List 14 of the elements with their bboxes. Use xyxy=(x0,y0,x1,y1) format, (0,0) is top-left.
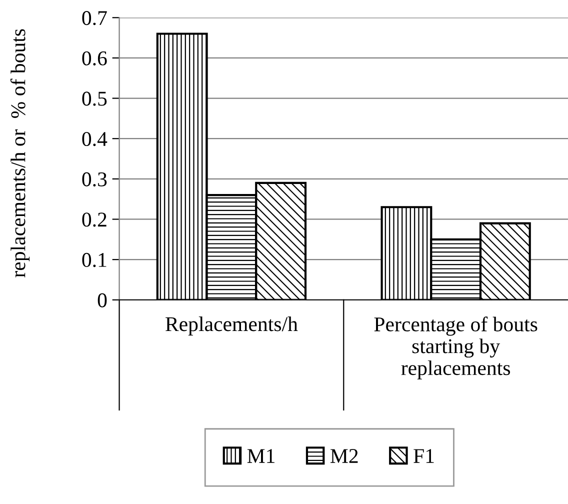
legend-label: M1 xyxy=(247,449,274,463)
x-tick-label: Percentage of bouts starting by replacements xyxy=(374,316,538,380)
y-tick-label: 0.2 xyxy=(82,212,106,227)
y-axis-title: replacements/h or % of bouts xyxy=(10,29,30,278)
x-tick-label: Replacements/h xyxy=(166,316,298,336)
y-tick-label: 0.1 xyxy=(82,252,106,268)
y-tick-label: 0.3 xyxy=(82,172,107,186)
y-tick-label: 0.7 xyxy=(82,11,107,26)
legend-label: M2 xyxy=(330,449,358,463)
y-tick-label: 0.5 xyxy=(82,92,107,106)
y-tick-label: 0.6 xyxy=(82,51,107,66)
legend-label: F1 xyxy=(414,449,434,463)
y-tick-label: 0 xyxy=(98,293,107,308)
y-tick-label: 0.4 xyxy=(82,132,108,146)
